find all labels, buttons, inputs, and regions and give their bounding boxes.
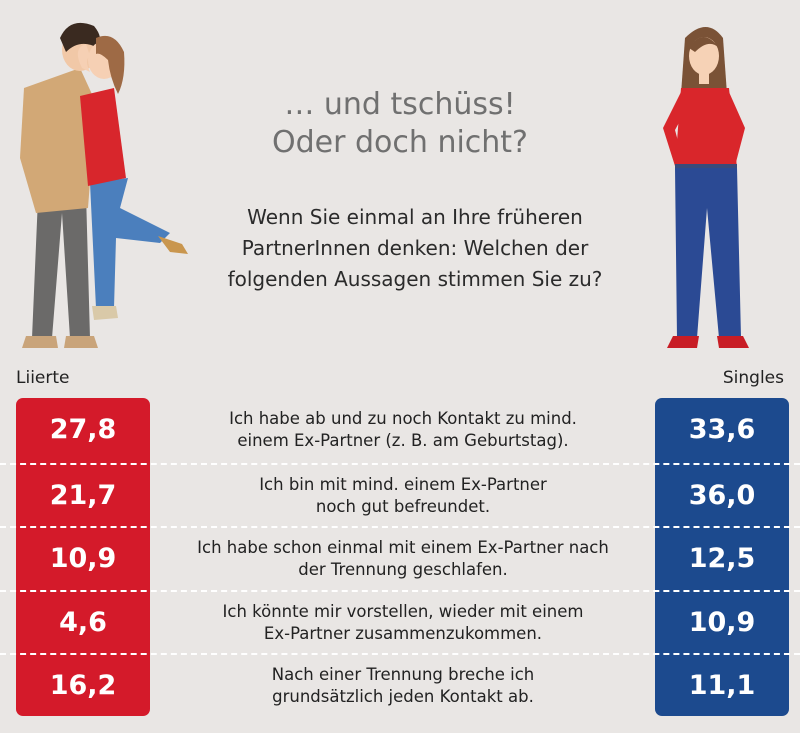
liierte-value: 21,7 <box>49 480 117 511</box>
row-divider <box>0 463 800 465</box>
row-divider <box>0 526 800 528</box>
table-row: 27,8 Ich habe ab und zu noch Kontakt zu … <box>0 398 800 461</box>
headline: … und tschüss! Oder doch nicht? <box>220 86 580 162</box>
liierte-value: 10,9 <box>49 543 117 574</box>
survey-question-line-2: PartnerInnen denken: Welchen der <box>241 236 589 260</box>
singles-value: 10,9 <box>688 607 756 638</box>
survey-question-line-1: Wenn Sie einmal an Ihre früheren <box>247 205 583 229</box>
table-row: 21,7 Ich bin mit mind. einem Ex-Partner … <box>0 464 800 527</box>
column-label-liierte: Liierte <box>16 368 70 388</box>
headline-line-2: Oder doch nicht? <box>272 125 528 160</box>
single-woman-illustration <box>663 27 749 348</box>
singles-value: 36,0 <box>688 480 756 511</box>
column-label-singles: Singles <box>722 368 784 388</box>
liierte-value: 16,2 <box>49 670 117 701</box>
singles-value: 33,6 <box>688 414 756 445</box>
liierte-panel <box>16 398 150 716</box>
survey-question-line-3: folgenden Aussagen stimmen Sie zu? <box>227 267 603 291</box>
kissing-couple-illustration <box>20 22 188 348</box>
liierte-value: 27,8 <box>49 414 117 445</box>
row-divider <box>0 590 800 592</box>
singles-value: 12,5 <box>688 543 756 574</box>
row-divider <box>0 653 800 655</box>
statement-text: Ich habe schon einmal mit einem Ex-Partn… <box>197 537 609 579</box>
table-row: 10,9 Ich habe schon einmal mit einem Ex-… <box>0 527 800 590</box>
statement-text: Ich könnte mir vorstellen, wieder mit ei… <box>222 601 584 643</box>
statement-text: Ich bin mit mind. einem Ex-Partner noch … <box>259 474 547 516</box>
liierte-value: 4,6 <box>59 607 107 638</box>
singles-panel <box>655 398 789 716</box>
survey-question: Wenn Sie einmal an Ihre früheren Partner… <box>215 202 615 295</box>
statement-text: Ich habe ab und zu noch Kontakt zu mind.… <box>229 408 577 450</box>
singles-value: 11,1 <box>688 670 756 701</box>
table-row: 16,2 Nach einer Trennung breche ich grun… <box>0 654 800 717</box>
table-row: 4,6 Ich könnte mir vorstellen, wieder mi… <box>0 591 800 654</box>
headline-line-1: … und tschüss! <box>284 87 516 122</box>
statement-text: Nach einer Trennung breche ich grundsätz… <box>271 664 535 706</box>
